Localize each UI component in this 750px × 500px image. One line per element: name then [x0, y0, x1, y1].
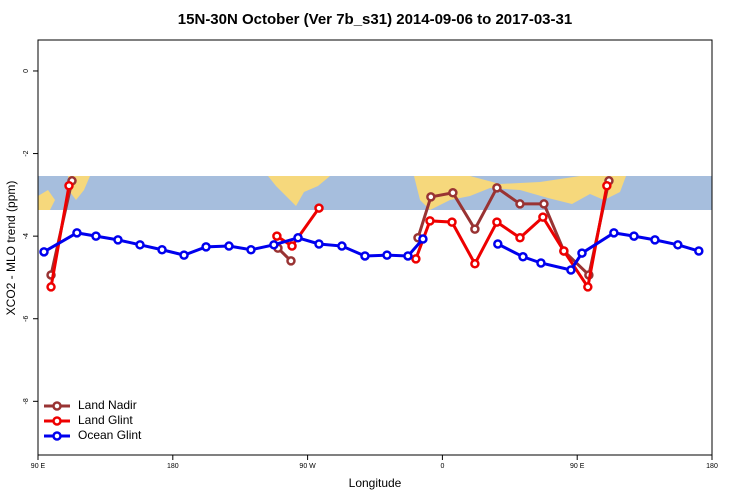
- data-point: [515, 233, 525, 243]
- data-point: [538, 212, 548, 222]
- data-point: [286, 256, 296, 266]
- x-tick-label: 90 W: [299, 463, 316, 470]
- x-tick-label: 90 E: [570, 463, 585, 470]
- map-strip: [38, 176, 712, 210]
- x-tick-label: 90 E: [31, 463, 46, 470]
- legend-marker: [52, 401, 62, 411]
- data-point: [314, 239, 324, 249]
- x-tick-label: 180: [706, 463, 718, 470]
- data-point: [91, 231, 101, 241]
- data-point: [337, 241, 347, 251]
- data-point: [536, 258, 546, 268]
- y-tick-label: -8: [23, 398, 30, 404]
- data-point: [64, 181, 74, 191]
- data-point: [157, 245, 167, 255]
- data-point: [425, 216, 435, 226]
- data-point: [314, 203, 324, 213]
- x-tick-label: 0: [440, 463, 444, 470]
- data-point: [135, 240, 145, 250]
- plot-frame: [37, 39, 713, 456]
- y-tick-label: 0: [23, 69, 30, 73]
- data-point: [515, 199, 525, 209]
- series-line: [43, 231, 700, 272]
- data-point: [447, 217, 457, 227]
- data-point: [224, 241, 234, 251]
- x-tick-label: 180: [167, 463, 179, 470]
- y-tick-label: -4: [23, 233, 30, 239]
- data-point: [694, 246, 704, 256]
- data-point: [650, 235, 660, 245]
- data-point: [403, 251, 413, 261]
- data-point: [559, 246, 569, 256]
- data-point: [72, 228, 82, 238]
- data-point: [577, 248, 587, 258]
- chart-title: 15N-30N October (Ver 7b_s31) 2014-09-06 …: [178, 11, 572, 28]
- legend-label: Land Nadir: [78, 398, 137, 412]
- data-point: [246, 245, 256, 255]
- data-point: [470, 224, 480, 234]
- x-axis-label: Longitude: [349, 476, 402, 490]
- data-point: [609, 228, 619, 238]
- data-point: [583, 282, 593, 292]
- data-point: [411, 254, 421, 264]
- data-point: [673, 240, 683, 250]
- data-point: [539, 199, 549, 209]
- data-point: [287, 241, 297, 251]
- y-tick-label: -6: [23, 316, 30, 322]
- data-point: [426, 192, 436, 202]
- data-point: [602, 181, 612, 191]
- data-point: [39, 247, 49, 257]
- data-point: [272, 231, 282, 241]
- data-point: [492, 183, 502, 193]
- data-point: [492, 217, 502, 227]
- data-point: [201, 242, 211, 252]
- data-point: [566, 265, 576, 275]
- data-point: [179, 250, 189, 260]
- data-point: [629, 231, 639, 241]
- data-point: [448, 188, 458, 198]
- legend-label: Land Glint: [78, 413, 133, 427]
- legend-label: Ocean Glint: [78, 428, 142, 442]
- data-point: [418, 234, 428, 244]
- data-point: [493, 239, 503, 249]
- legend-marker: [52, 416, 62, 426]
- data-point: [360, 251, 370, 261]
- data-point: [518, 252, 528, 262]
- data-point: [269, 240, 279, 250]
- data-point: [382, 250, 392, 260]
- y-tick-label: -2: [23, 150, 30, 156]
- data-point: [113, 235, 123, 245]
- legend-marker: [52, 431, 62, 441]
- data-point: [293, 233, 303, 243]
- y-axis-label: XCO2 - MLO trend (ppm): [4, 181, 18, 316]
- data-point: [470, 259, 480, 269]
- data-point: [46, 282, 56, 292]
